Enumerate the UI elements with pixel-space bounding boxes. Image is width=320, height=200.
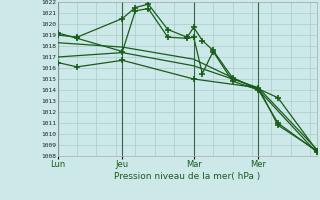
- X-axis label: Pression niveau de la mer( hPa ): Pression niveau de la mer( hPa ): [114, 172, 260, 181]
